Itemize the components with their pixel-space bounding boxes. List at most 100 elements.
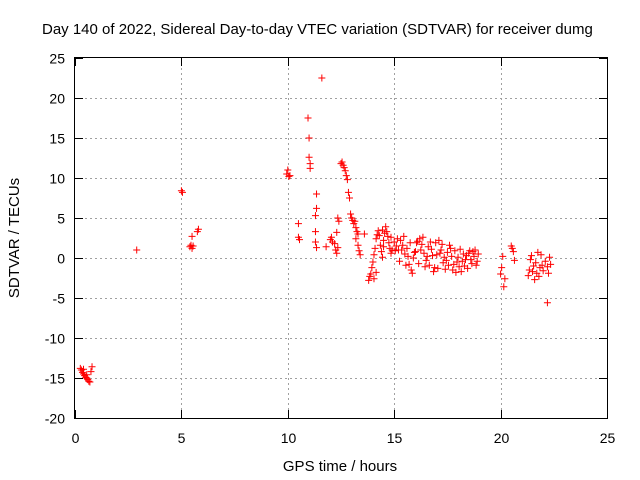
data-point [334,244,342,252]
data-point [422,256,430,264]
data-point [397,236,405,244]
data-point [391,247,399,255]
data-point [500,283,508,291]
data-point [313,190,321,198]
data-point [392,242,400,250]
data-point [526,256,534,264]
data-point [457,268,465,276]
data-point [88,363,96,371]
data-point [474,250,482,258]
x-tick-label: 15 [387,430,403,446]
y-axis-label: SDTVAR / TECUs [6,178,23,298]
grid [75,58,607,418]
data-point [415,260,423,268]
data-point [380,243,388,251]
data-point [352,235,360,243]
data-point [355,247,363,255]
data-point [466,247,474,255]
data-point [367,270,375,278]
y-tick-label: 10 [49,171,65,187]
data-point [499,252,507,260]
data-point [313,244,321,252]
data-point [387,249,395,257]
data-point [377,248,385,256]
data-point [529,268,537,276]
y-tick-label: 5 [57,211,65,227]
data-point [304,114,312,122]
data-point [461,256,469,264]
data-point [87,368,95,376]
data-point [306,164,314,172]
data-point [311,212,319,220]
data-point [80,365,88,373]
data-point [352,224,360,232]
data-point [188,232,196,240]
data-point [177,187,185,195]
data-point [369,258,377,266]
data-point [382,223,390,231]
data-point [86,378,94,386]
data-point [448,252,456,260]
data-point [344,188,352,196]
data-point [311,228,319,236]
data-point [524,272,532,280]
data-point [311,238,319,246]
data-point [133,246,141,254]
data-point [178,188,186,196]
plot-frame [74,57,608,419]
data-point [333,228,341,236]
data-point [464,264,472,272]
x-axis-label: GPS time / hours [283,458,397,475]
data-point [400,232,408,240]
data-point [385,239,393,247]
data-point [525,266,533,274]
data-point [449,266,457,274]
data-point [338,158,346,166]
data-point [405,260,413,268]
data-point [501,275,509,283]
data-point [383,228,391,236]
data-point [431,264,439,272]
data-point [194,225,202,233]
data-point [411,248,419,256]
data-points [76,74,555,386]
data-point [370,275,378,283]
x-tick-label: 20 [494,430,510,446]
data-point [360,230,368,238]
data-point [438,240,446,248]
data-point [372,235,380,243]
chart-title: Day 140 of 2022, Sidereal Day-to-day VTE… [42,21,593,38]
y-tick-label: 15 [49,131,65,147]
data-point [384,232,392,240]
data-point [347,210,355,218]
data-point [432,239,440,247]
data-point [388,246,396,254]
data-point [305,134,313,142]
data-point [446,241,454,249]
data-point [427,245,435,253]
data-point [403,244,411,252]
data-point [313,204,321,212]
data-point [322,243,330,251]
data-point [376,241,384,249]
data-point [468,260,476,268]
data-point [408,269,416,277]
data-point [390,238,398,246]
data-point [398,246,406,254]
data-point [544,269,552,277]
data-point [380,236,388,244]
data-point [430,268,438,276]
data-point [375,232,383,240]
data-point [371,244,379,252]
data-point [547,260,555,268]
data-point [437,246,445,254]
data-point [368,264,376,272]
data-point [351,217,359,225]
data-point [458,257,466,265]
data-point [538,261,546,269]
data-point [420,249,428,257]
data-point [423,252,431,260]
data-point [447,244,455,252]
y-tick-label: -10 [45,331,65,347]
data-point [418,240,426,248]
